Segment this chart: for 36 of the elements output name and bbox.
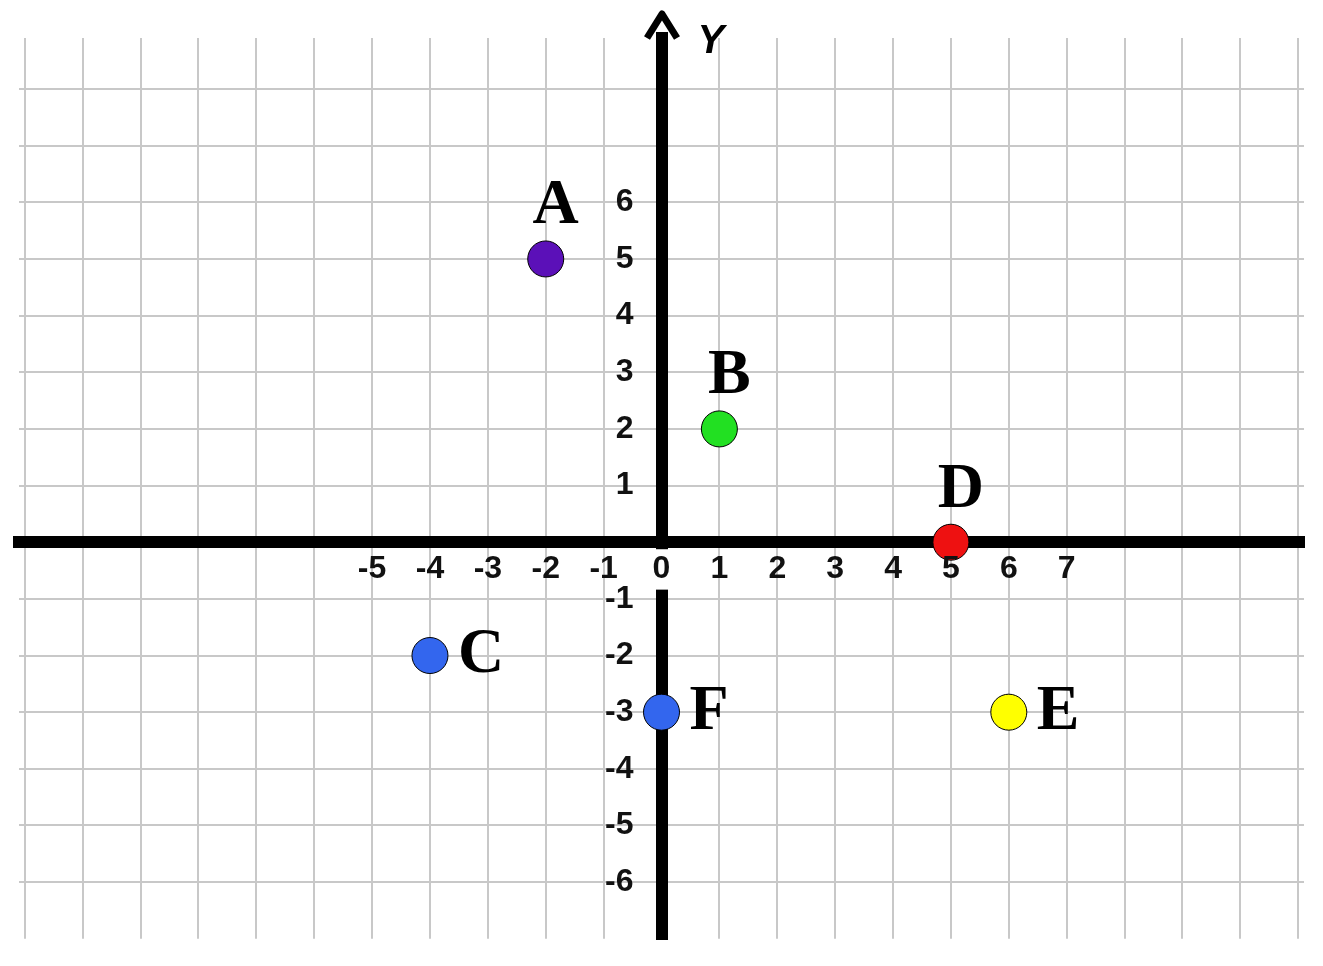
- x-tick-label: -2: [531, 549, 560, 586]
- point: [700, 410, 738, 448]
- x-tick-label: -4: [415, 549, 445, 586]
- y-tick-label: -2: [605, 635, 634, 672]
- y-tick-label: 3: [615, 352, 634, 389]
- point: [411, 637, 449, 675]
- y-axis-title: Y: [697, 17, 728, 62]
- annotation: F: [689, 671, 729, 743]
- annotation: D: [937, 449, 985, 521]
- y-tick-label: 5: [615, 238, 634, 275]
- y-tick-label: -1: [605, 578, 634, 615]
- x-tick-label: -5: [357, 549, 387, 586]
- point: [643, 693, 680, 731]
- y-tick-label: 1: [615, 465, 634, 502]
- x-tick-label: 1: [710, 549, 729, 586]
- y-tick-label: 2: [615, 408, 634, 445]
- y-tick-label: 6: [615, 182, 634, 219]
- x-tick-label: 7: [1057, 549, 1076, 586]
- y-tick-label: -3: [605, 692, 634, 729]
- x-tick-label: 5: [942, 549, 960, 586]
- point: [527, 240, 565, 278]
- point: [990, 693, 1028, 731]
- y-tick-label: -5: [605, 805, 634, 842]
- x-tick-label: 4: [884, 549, 903, 586]
- x-tick-label: 6: [999, 549, 1018, 586]
- annotation: E: [1036, 671, 1080, 743]
- x-tick-label: 0: [652, 549, 671, 586]
- y-tick-label: -6: [605, 861, 634, 898]
- annotation: B: [708, 336, 751, 408]
- x-tick-label: -3: [473, 549, 503, 586]
- x-tick-label: 2: [768, 549, 787, 586]
- y-tick-label: 4: [615, 295, 634, 332]
- y-tick-label: -4: [605, 748, 634, 785]
- annotation: C: [457, 615, 505, 687]
- x-tick-label: 3: [826, 549, 845, 586]
- annotation: A: [532, 166, 579, 238]
